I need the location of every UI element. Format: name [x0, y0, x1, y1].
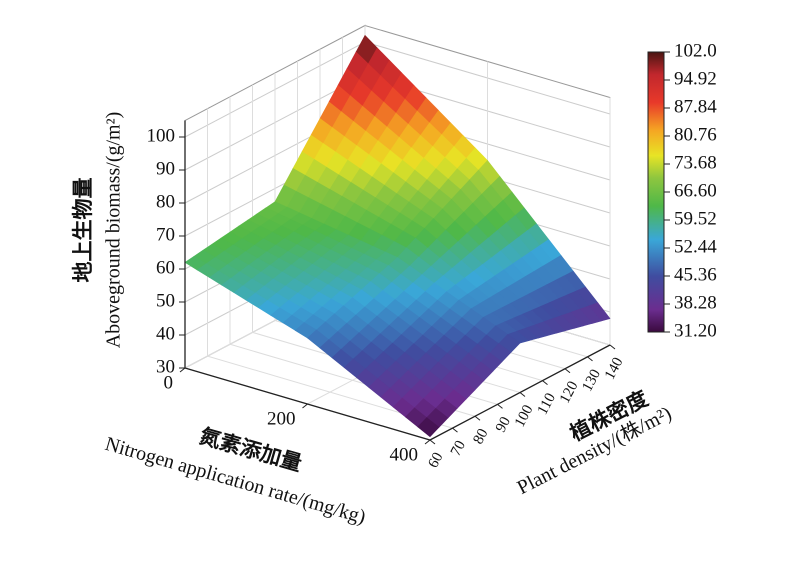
z-tick-label: 50 [156, 290, 175, 311]
y-tick-label: 100 [512, 402, 537, 429]
colorbar [647, 51, 665, 333]
z-title-cn: 地上生物量 [71, 178, 95, 283]
z-tick-label: 100 [147, 125, 176, 146]
surface-patch [417, 417, 440, 438]
y-tick [542, 380, 548, 386]
y-tick [474, 415, 481, 421]
y-tick-label: 140 [602, 355, 627, 382]
colorbar-tick-label: 102.0 [674, 40, 717, 61]
y-tick [564, 368, 571, 374]
y-tick-label: 70 [448, 438, 469, 459]
y-tick [609, 344, 616, 350]
z-tick-label: 30 [156, 356, 175, 377]
axes: 3040506070809010060708090100110120130140… [147, 120, 627, 471]
axis [184, 120, 611, 441]
colorbar-tick-label: 38.28 [674, 292, 717, 313]
y-tick-label: 120 [557, 379, 582, 406]
y-tick-label: 60 [425, 450, 446, 471]
z-tick-label: 60 [156, 257, 175, 278]
colorbar-tick-label: 52.44 [674, 236, 717, 257]
y-tick [497, 403, 503, 409]
y-tick-label: 90 [493, 414, 514, 435]
colorbar-tick-label: 45.36 [674, 264, 717, 285]
x-tick [179, 367, 186, 373]
y-tick [429, 439, 436, 445]
z-tick-label: 90 [156, 158, 175, 179]
colorbar-tick-label: 87.84 [674, 96, 717, 117]
z-title: Aboveground biomass/(g/m²) [103, 112, 125, 349]
colorbar-tick-label: 73.68 [674, 152, 717, 173]
y-tick-label: 130 [579, 367, 604, 394]
x-tick-label: 200 [267, 408, 296, 429]
x-tick-label: 400 [390, 444, 419, 465]
x-tick [424, 439, 431, 445]
colorbar-tick-label: 31.20 [674, 320, 717, 341]
y-tick-label: 80 [470, 426, 491, 447]
x-tick-label: 0 [164, 372, 174, 393]
y-tick [519, 392, 526, 397]
z-tick-label: 80 [156, 191, 175, 212]
y-tick [587, 356, 593, 362]
colorbar-tick-label: 66.60 [674, 180, 717, 201]
y-tick-label: 110 [535, 391, 559, 418]
y-tick [452, 427, 458, 433]
z-tick-label: 70 [156, 224, 175, 245]
z-tick-label: 40 [156, 323, 175, 344]
colorbar-tick-label: 80.76 [674, 124, 717, 145]
x-tick [302, 403, 308, 409]
surface [184, 34, 611, 438]
colorbar-tick-label: 59.52 [674, 208, 717, 229]
colorbar-tick-label: 94.92 [674, 68, 717, 89]
